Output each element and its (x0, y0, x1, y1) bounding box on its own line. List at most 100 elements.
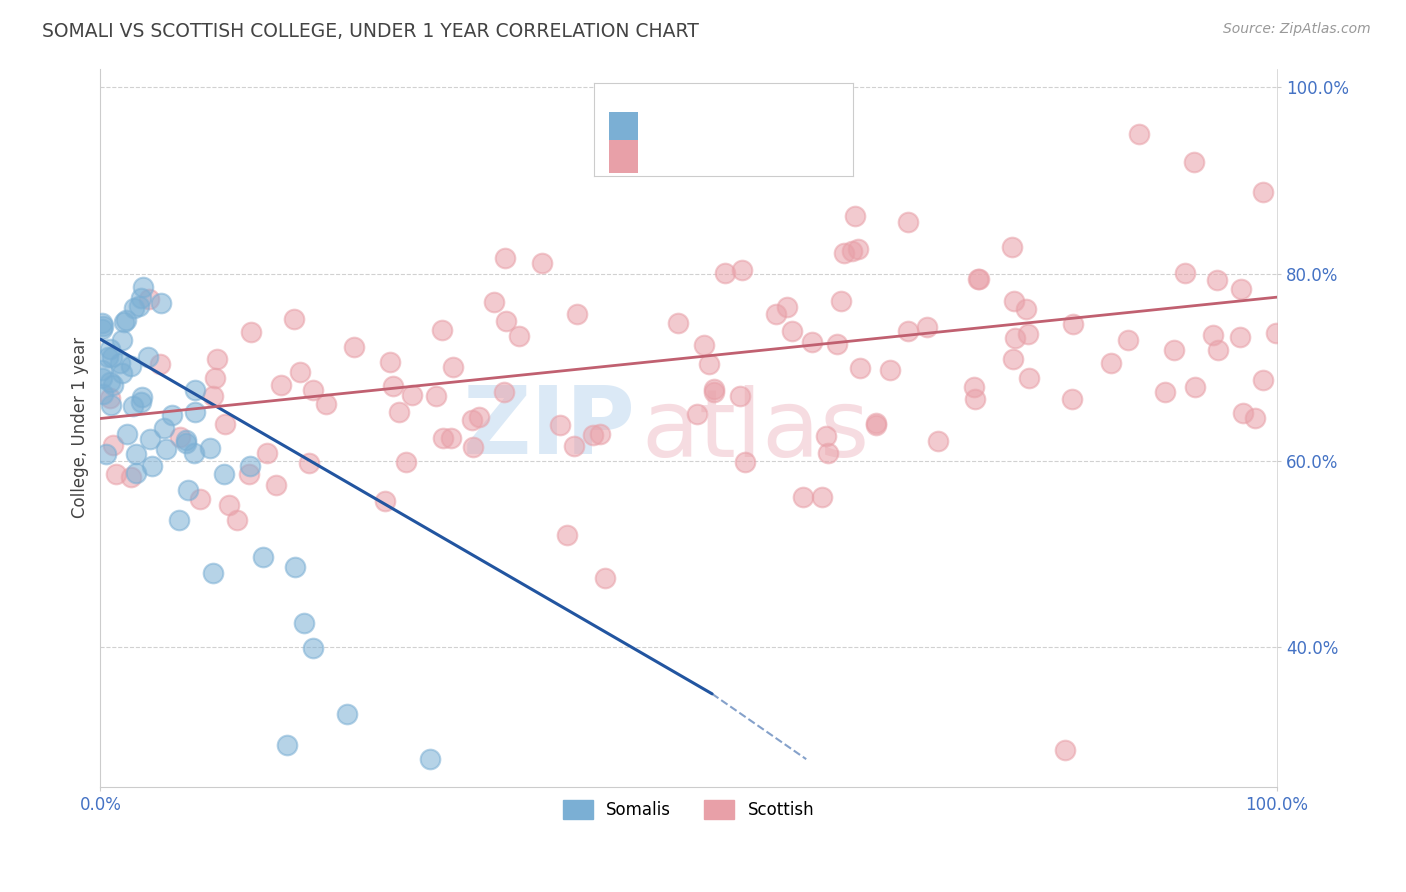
Point (1015, 301, 1038, 316)
Point (90, 370, 112, 384)
Point (703, 384, 725, 399)
Point (1253, 185, 1275, 199)
Point (963, 392, 986, 406)
Point (593, 571, 616, 585)
Point (141, 459, 163, 474)
Point (817, 446, 839, 460)
Point (1004, 331, 1026, 345)
Legend: Somalis, Scottish: Somalis, Scottish (557, 793, 821, 826)
Point (120, 470, 142, 484)
Point (381, 379, 404, 393)
Point (1229, 282, 1251, 296)
Point (128, 299, 150, 313)
Point (832, 246, 855, 260)
Point (380, 355, 402, 369)
Point (1017, 326, 1039, 341)
Point (1116, 333, 1139, 347)
Point (494, 251, 516, 265)
Point (896, 325, 918, 339)
Point (111, 333, 134, 347)
Point (264, 477, 287, 491)
Point (205, 351, 228, 366)
Point (441, 359, 464, 374)
Point (703, 382, 725, 396)
Point (98, 391, 121, 405)
Point (917, 320, 939, 334)
Point (239, 459, 262, 474)
Point (169, 430, 191, 444)
Point (776, 301, 799, 315)
Point (1229, 330, 1251, 344)
Point (508, 328, 530, 343)
Text: N =: N = (721, 147, 758, 165)
Point (100, 350, 122, 364)
Point (122, 399, 145, 413)
Point (1154, 385, 1177, 400)
Point (686, 407, 709, 421)
Point (780, 325, 803, 339)
Point (927, 434, 949, 449)
Point (848, 361, 870, 376)
Point (129, 395, 152, 409)
Point (765, 307, 787, 321)
Text: 0.217: 0.217 (675, 147, 727, 165)
Point (256, 446, 278, 460)
Point (149, 357, 172, 371)
Point (844, 209, 866, 223)
Point (202, 566, 225, 581)
Text: SOMALI VS SCOTTISH COLLEGE, UNDER 1 YEAR CORRELATION CHART: SOMALI VS SCOTTISH COLLEGE, UNDER 1 YEAR… (42, 22, 699, 41)
Point (567, 307, 589, 321)
Point (214, 417, 236, 431)
Point (1001, 240, 1024, 254)
Point (699, 357, 721, 371)
Point (115, 313, 138, 327)
Point (1232, 407, 1254, 421)
Point (174, 436, 197, 450)
Point (343, 340, 366, 354)
Point (879, 363, 901, 377)
Text: -0.593: -0.593 (675, 112, 734, 129)
Point (108, 356, 131, 370)
Point (734, 455, 756, 469)
Point (1099, 356, 1122, 370)
Point (149, 296, 172, 310)
Point (100, 398, 122, 412)
Y-axis label: College, Under 1 year: College, Under 1 year (72, 337, 89, 518)
Point (226, 514, 249, 528)
Point (290, 365, 312, 379)
Point (298, 456, 321, 470)
Point (1184, 154, 1206, 169)
Point (252, 550, 274, 565)
Text: R =: R = (647, 112, 683, 129)
Point (131, 391, 153, 405)
Point (582, 427, 605, 442)
Point (666, 317, 689, 331)
Point (214, 467, 236, 481)
Point (204, 371, 226, 385)
Point (132, 280, 155, 294)
Point (1128, 127, 1150, 141)
Point (827, 337, 849, 351)
Point (136, 350, 159, 364)
Point (865, 416, 887, 430)
Point (91, 318, 114, 333)
Point (292, 615, 315, 630)
Point (201, 389, 224, 403)
Point (814, 429, 837, 443)
Text: 116: 116 (748, 147, 782, 165)
Point (111, 367, 134, 381)
Point (122, 301, 145, 315)
Point (176, 483, 198, 497)
Point (461, 413, 484, 427)
Point (155, 442, 177, 456)
Point (315, 397, 337, 411)
Point (425, 389, 447, 403)
Point (162, 408, 184, 422)
Point (468, 410, 491, 425)
Point (865, 418, 887, 433)
Point (238, 467, 260, 481)
Point (270, 378, 292, 392)
Point (792, 490, 814, 504)
Point (395, 455, 418, 469)
Point (97, 350, 120, 364)
